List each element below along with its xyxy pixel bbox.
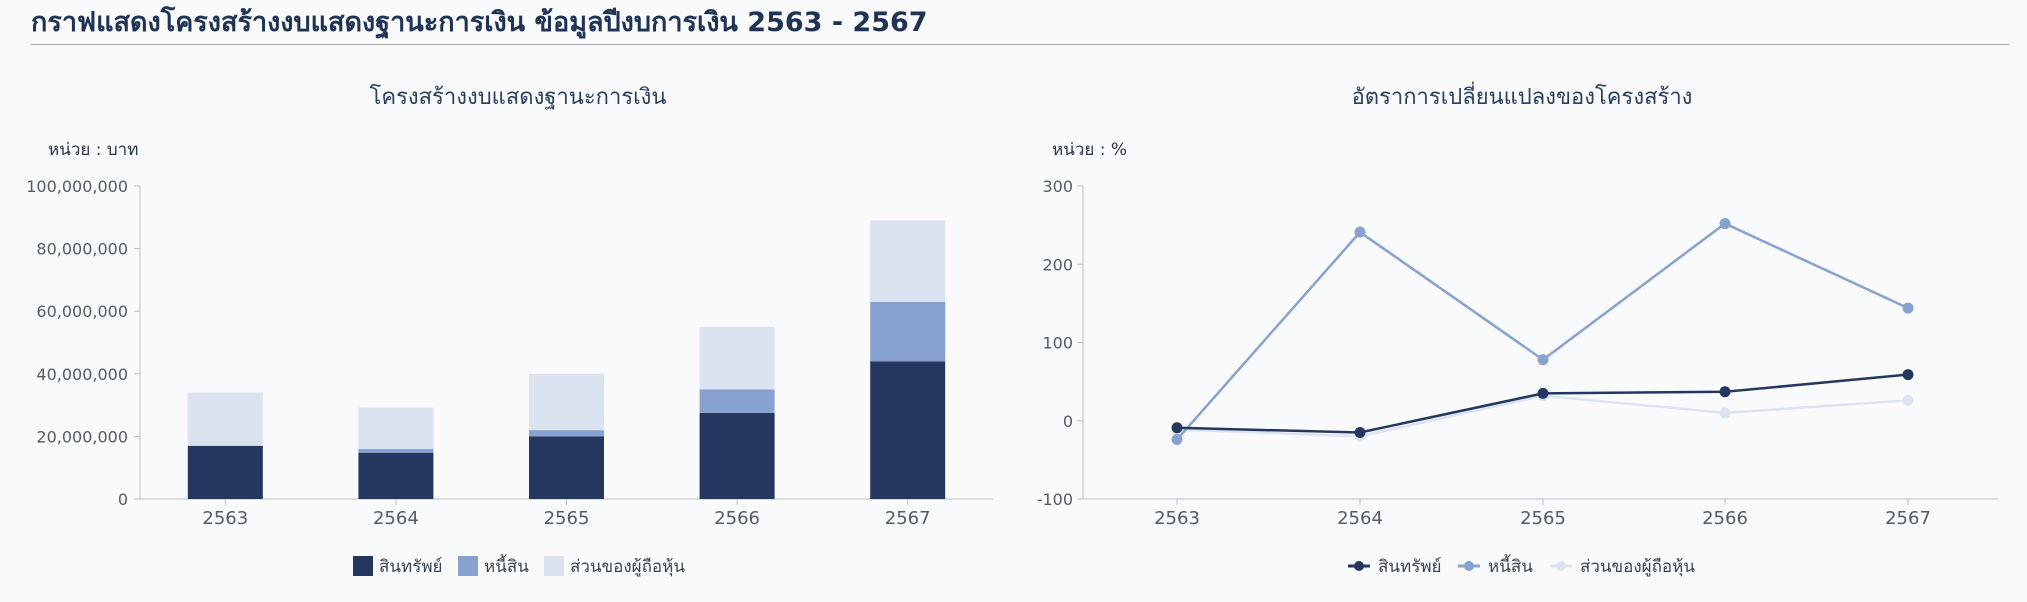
legend-marker [1464,561,1474,571]
bar-segment [870,301,946,362]
legend-swatch [458,556,478,576]
line-x-tick-label: 2565 [1520,508,1566,529]
legend-label: สินทรัพย์ [1378,557,1442,577]
series-point [1171,434,1183,446]
series-line [1176,222,1909,441]
bar-segment [529,373,604,431]
series-point [1537,390,1549,402]
bar-segment [358,448,434,453]
bar-x-tick-label: 2566 [714,508,760,529]
bar-y-tick-label: 20,000,000 [36,427,128,446]
bar-segment [187,392,263,446]
title-divider [31,44,2009,45]
series-point [1537,387,1549,399]
line-y-tick-label: -100 [1037,490,1073,509]
line-y-tick-label: 100 [1042,334,1073,353]
line-x-tick-label: 2566 [1702,508,1748,529]
series-point [1719,218,1731,230]
line-x-tick-label: 2564 [1337,508,1383,529]
series-point [1171,422,1183,434]
legend-label: สินทรัพย์ [379,557,443,577]
bar-x-tick-label: 2563 [202,508,248,529]
legend-marker [1354,561,1364,571]
legend-label: ส่วนของผู้ถือหุ้น [1580,557,1695,577]
bar-chart: โครงสร้างงบแสดงฐานะการเงิน หน่วย : บาท 0… [26,84,993,577]
bar-segment [358,407,434,449]
series-point [1902,302,1914,314]
line-y-tick-label: 0 [1063,412,1073,431]
page-title: กราฟแสดงโครงสร้างงบแสดงฐานะการเงิน ข้อมู… [31,7,928,38]
legend-label: หนี้สิน [1488,554,1533,577]
bar-y-tick-label: 60,000,000 [36,302,128,321]
series-point [1902,369,1914,381]
bar-x-tick-label: 2567 [885,508,931,529]
legend-label: หนี้สิน [484,554,529,577]
line-chart-title: อัตราการเปลี่ยนแปลงของโครงสร้าง [1352,81,1693,110]
series-point [1537,354,1549,366]
bar-x-tick-label: 2564 [373,508,419,529]
legend-marker [1556,561,1566,571]
bar-y-tick-label: 80,000,000 [36,240,128,259]
line-x-tick-label: 2563 [1154,508,1200,529]
series-point [1719,386,1731,398]
bar-segment [870,361,946,499]
bar-segment [187,445,263,499]
legend-swatch [544,556,564,576]
legend-swatch [353,556,373,576]
bar-segment [358,452,434,499]
bar-segment [699,326,775,390]
line-chart-unit: หน่วย : % [1052,140,1127,160]
bar-segment [699,412,775,499]
line-x-tick-label: 2567 [1885,508,1931,529]
bar-chart-unit: หน่วย : บาท [48,140,138,160]
line-y-tick-label: 300 [1042,177,1073,196]
bar-segment [870,220,946,302]
series-point [1354,426,1366,438]
bar-segment [529,436,604,499]
series-line [1176,394,1909,438]
series-line [1176,373,1909,434]
bar-chart-title: โครงสร้างงบแสดงฐานะการเงิน [370,84,667,110]
legend-label: ส่วนของผู้ถือหุ้น [570,557,685,577]
series-point [1171,423,1183,435]
line-chart-legend: สินทรัพย์ หนี้สิน ส่วนของผู้ถือหุ้น [1348,554,1695,577]
bar-x-tick-label: 2565 [544,508,590,529]
series-point [1354,430,1366,442]
bar-y-tick-label: 40,000,000 [36,365,128,384]
series-point [1902,394,1914,406]
bar-segment [529,430,604,437]
bar-y-tick-label: 100,000,000 [26,177,128,196]
bar-segment [699,389,775,413]
series-point [1354,226,1366,238]
bar-y-tick-label: 0 [118,490,128,509]
series-point [1719,407,1731,419]
line-y-tick-label: 200 [1042,255,1073,274]
bar-chart-legend: สินทรัพย์ หนี้สิน ส่วนของผู้ถือหุ้น [353,554,685,577]
